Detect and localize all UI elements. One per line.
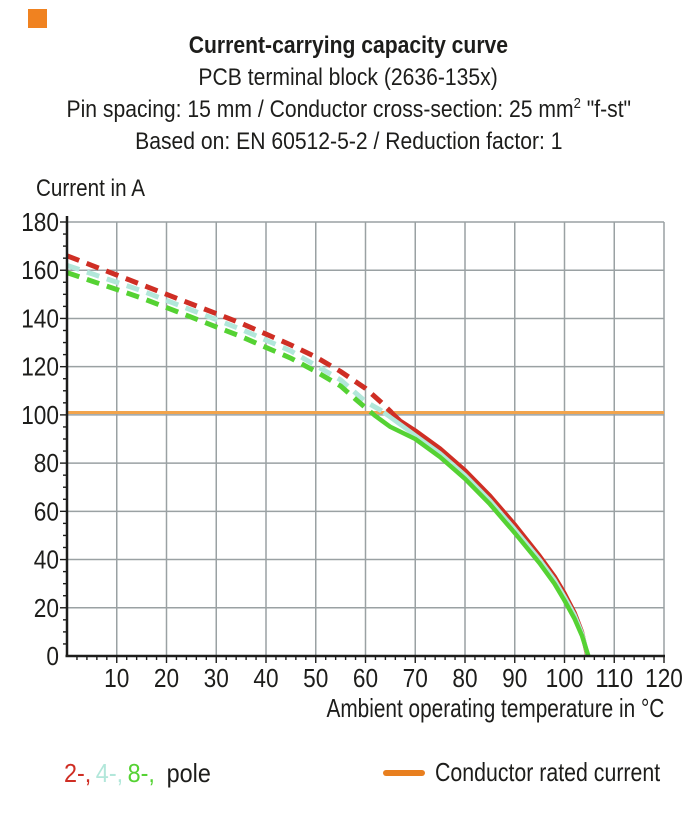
x-tick-label: 20 [154,663,179,693]
y-tick-label: 60 [34,496,59,526]
x-tick-label: 120 [645,663,683,693]
x-tick-label: 90 [502,663,527,693]
legend-poles: 2-, 4-, 8-, pole [64,758,227,789]
y-tick-label: 160 [21,255,59,285]
x-tick-label: 40 [253,663,278,693]
legend-8-pole: 8-, [127,758,155,788]
chart-basis-text: Based on: EN 60512-5-2 / Reduction facto… [134,128,563,155]
legend-rated-current: Conductor rated current [383,757,697,788]
y-tick-label: 180 [21,207,59,237]
capacity-chart: 10 20 30 40 50 60 70 80 90 100 110 120 0 20 40 60 80 100 1… [21,207,683,693]
x-tick-label: 80 [452,663,477,693]
x-tick-label: 110 [595,663,633,693]
curve-4-pole-solid [382,410,591,657]
chart-basis-line: Based on: EN 60512-5-2 / Reduction facto… [0,126,697,158]
chart-title: Current-carrying capacity curve [0,30,697,62]
y-tick-label: 100 [21,400,59,430]
y-axis-title-text: Current in A [36,175,145,202]
y-tick-label: 0 [46,641,59,671]
spec-prefix: Pin spacing: 15 mm / Conductor cross-sec… [66,96,574,123]
chart-subtitle: PCB terminal block (2636-135x) [0,62,697,94]
x-tick-label: 60 [353,663,378,693]
chart-spec-line: Pin spacing: 15 mm / Conductor cross-sec… [0,94,697,126]
x-tick-label: 100 [546,663,584,693]
chart-header: Current-carrying capacity curve PCB term… [0,30,697,158]
x-tick-label: 10 [104,663,129,693]
y-tick-label: 20 [34,593,59,623]
legend-4-pole: 4-, [95,758,124,788]
spec-suffix: "f-st" [580,96,631,123]
curve-2-pole-dashed [66,253,394,415]
curve-8-pole-dashed [66,270,373,415]
chart-subtitle-text: PCB terminal block (2636-135x) [198,64,499,91]
brand-square-logo [28,9,47,28]
y-tick-label: 80 [34,448,59,478]
rated-current-label-text: Conductor rated current [435,757,661,787]
curve-4-pole-dashed [66,263,386,415]
curve-8-pole-solid [369,410,591,657]
rated-current-label: Conductor rated current [435,757,697,788]
spec-superscript: 2 [573,96,581,112]
rated-current-swatch [383,769,425,776]
legend-2-pole: 2-, [64,758,92,788]
curve-2-pole-solid [390,410,590,657]
y-tick-label: 40 [34,545,59,575]
y-tick-label: 120 [21,352,59,382]
legend-poles-text: 2-, 4-, 8-, pole [64,758,211,789]
x-tick-label: 30 [204,663,229,693]
x-axis-title-text: Ambient operating temperature in °C [326,693,664,723]
x-tick-label: 50 [303,663,328,693]
chart-spec-text: Pin spacing: 15 mm / Conductor cross-sec… [66,94,631,126]
legend-pole-suffix: pole [166,758,211,788]
y-axis-title: Current in A [36,175,163,203]
chart-title-text: Current-carrying capacity curve [188,32,509,59]
x-tick-label: 70 [403,663,428,693]
y-tick-label: 140 [21,303,59,333]
x-axis-title: Ambient operating temperature in °C [242,693,664,724]
